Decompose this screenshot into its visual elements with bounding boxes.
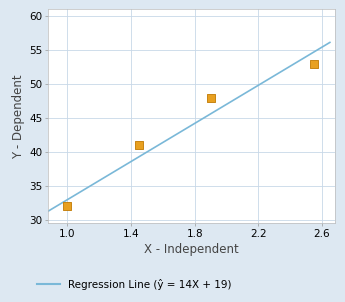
Legend: Regression Line (ŷ = 14X + 19): Regression Line (ŷ = 14X + 19) <box>33 275 236 294</box>
Point <box>136 143 142 148</box>
Point <box>65 204 70 209</box>
Y-axis label: Y - Dependent: Y - Dependent <box>12 74 25 159</box>
Point <box>208 95 213 100</box>
X-axis label: X - Independent: X - Independent <box>144 243 239 256</box>
Point <box>311 61 317 66</box>
